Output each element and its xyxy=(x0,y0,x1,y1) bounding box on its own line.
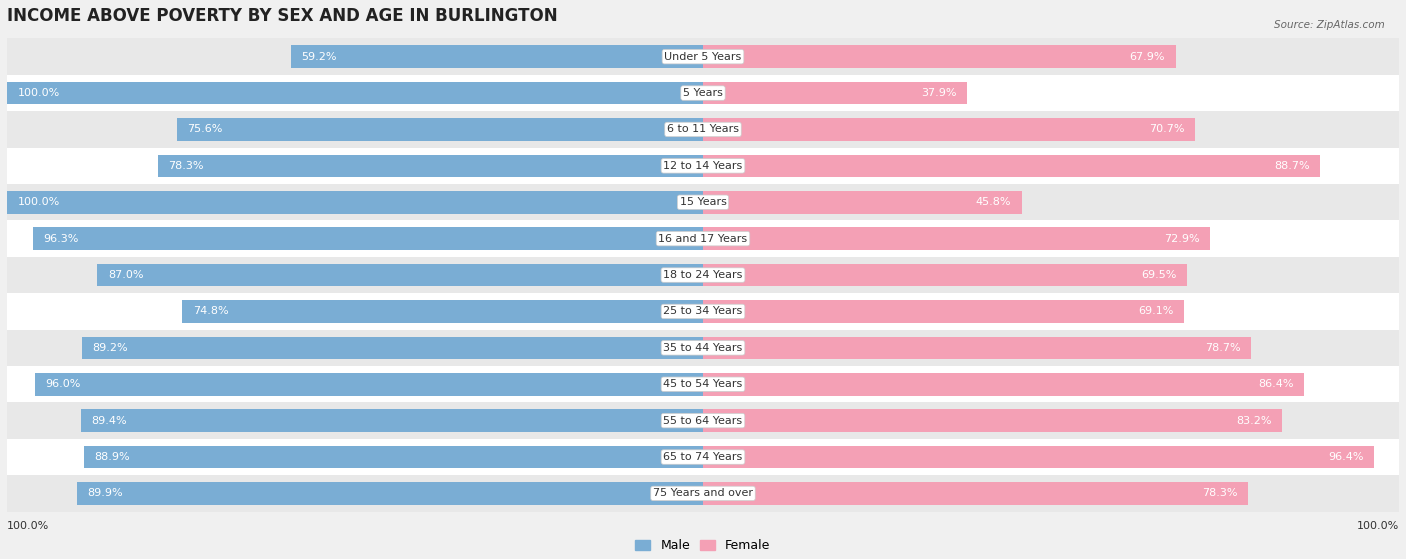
Text: 78.3%: 78.3% xyxy=(169,161,204,171)
Bar xyxy=(80,409,703,432)
Bar xyxy=(97,264,703,286)
Text: 89.9%: 89.9% xyxy=(87,489,124,499)
Text: 16 and 17 Years: 16 and 17 Years xyxy=(658,234,748,244)
Bar xyxy=(7,330,1399,366)
Text: 86.4%: 86.4% xyxy=(1258,379,1294,389)
Text: 100.0%: 100.0% xyxy=(17,197,59,207)
Text: 89.4%: 89.4% xyxy=(91,416,127,425)
Bar xyxy=(703,482,1249,505)
Text: 35 to 44 Years: 35 to 44 Years xyxy=(664,343,742,353)
Bar xyxy=(7,293,1399,330)
Bar xyxy=(703,228,1211,250)
Bar xyxy=(7,111,1399,148)
Text: 74.8%: 74.8% xyxy=(193,306,228,316)
Text: 75.6%: 75.6% xyxy=(187,125,222,135)
Text: 87.0%: 87.0% xyxy=(108,270,143,280)
Text: 12 to 14 Years: 12 to 14 Years xyxy=(664,161,742,171)
Text: 83.2%: 83.2% xyxy=(1236,416,1271,425)
Text: 37.9%: 37.9% xyxy=(921,88,956,98)
Text: 75 Years and over: 75 Years and over xyxy=(652,489,754,499)
Text: Source: ZipAtlas.com: Source: ZipAtlas.com xyxy=(1274,20,1385,30)
Text: 67.9%: 67.9% xyxy=(1129,51,1166,61)
Text: 100.0%: 100.0% xyxy=(7,521,49,530)
Bar xyxy=(7,184,1399,220)
Bar xyxy=(703,337,1251,359)
Bar xyxy=(7,475,1399,511)
Text: 6 to 11 Years: 6 to 11 Years xyxy=(666,125,740,135)
Bar xyxy=(703,45,1175,68)
Bar xyxy=(183,300,703,323)
Bar xyxy=(35,373,703,396)
Bar xyxy=(703,409,1282,432)
Text: 100.0%: 100.0% xyxy=(17,88,59,98)
Bar xyxy=(7,402,1399,439)
Text: 18 to 24 Years: 18 to 24 Years xyxy=(664,270,742,280)
Bar xyxy=(7,75,1399,111)
Text: 78.3%: 78.3% xyxy=(1202,489,1237,499)
Bar xyxy=(7,39,1399,75)
Bar xyxy=(703,118,1195,141)
Text: 72.9%: 72.9% xyxy=(1164,234,1199,244)
Text: 100.0%: 100.0% xyxy=(1357,521,1399,530)
Text: 45.8%: 45.8% xyxy=(976,197,1011,207)
Text: 88.7%: 88.7% xyxy=(1274,161,1310,171)
Bar xyxy=(7,82,703,105)
Bar xyxy=(703,300,1184,323)
Bar xyxy=(157,155,703,177)
Text: 89.2%: 89.2% xyxy=(93,343,128,353)
Bar xyxy=(291,45,703,68)
Text: 25 to 34 Years: 25 to 34 Years xyxy=(664,306,742,316)
Text: 15 Years: 15 Years xyxy=(679,197,727,207)
Text: 96.4%: 96.4% xyxy=(1329,452,1364,462)
Bar xyxy=(177,118,703,141)
Text: 55 to 64 Years: 55 to 64 Years xyxy=(664,416,742,425)
Text: 65 to 74 Years: 65 to 74 Years xyxy=(664,452,742,462)
Bar xyxy=(7,191,703,214)
Bar xyxy=(7,366,1399,402)
Text: Under 5 Years: Under 5 Years xyxy=(665,51,741,61)
Bar xyxy=(32,228,703,250)
Text: 5 Years: 5 Years xyxy=(683,88,723,98)
Bar xyxy=(7,220,1399,257)
Text: 45 to 54 Years: 45 to 54 Years xyxy=(664,379,742,389)
Text: INCOME ABOVE POVERTY BY SEX AND AGE IN BURLINGTON: INCOME ABOVE POVERTY BY SEX AND AGE IN B… xyxy=(7,7,558,25)
Bar xyxy=(703,155,1320,177)
Bar xyxy=(703,446,1374,468)
Bar xyxy=(82,337,703,359)
Text: 78.7%: 78.7% xyxy=(1205,343,1240,353)
Legend: Male, Female: Male, Female xyxy=(630,534,776,557)
Bar xyxy=(703,264,1187,286)
Text: 88.9%: 88.9% xyxy=(94,452,131,462)
Bar xyxy=(7,148,1399,184)
Bar xyxy=(703,373,1305,396)
Bar xyxy=(84,446,703,468)
Text: 96.0%: 96.0% xyxy=(45,379,80,389)
Bar xyxy=(703,82,967,105)
Text: 70.7%: 70.7% xyxy=(1149,125,1185,135)
Bar xyxy=(77,482,703,505)
Text: 96.3%: 96.3% xyxy=(44,234,79,244)
Bar xyxy=(7,439,1399,475)
Bar xyxy=(7,257,1399,293)
Text: 69.5%: 69.5% xyxy=(1140,270,1177,280)
Bar xyxy=(703,191,1022,214)
Text: 59.2%: 59.2% xyxy=(301,51,337,61)
Text: 69.1%: 69.1% xyxy=(1139,306,1174,316)
